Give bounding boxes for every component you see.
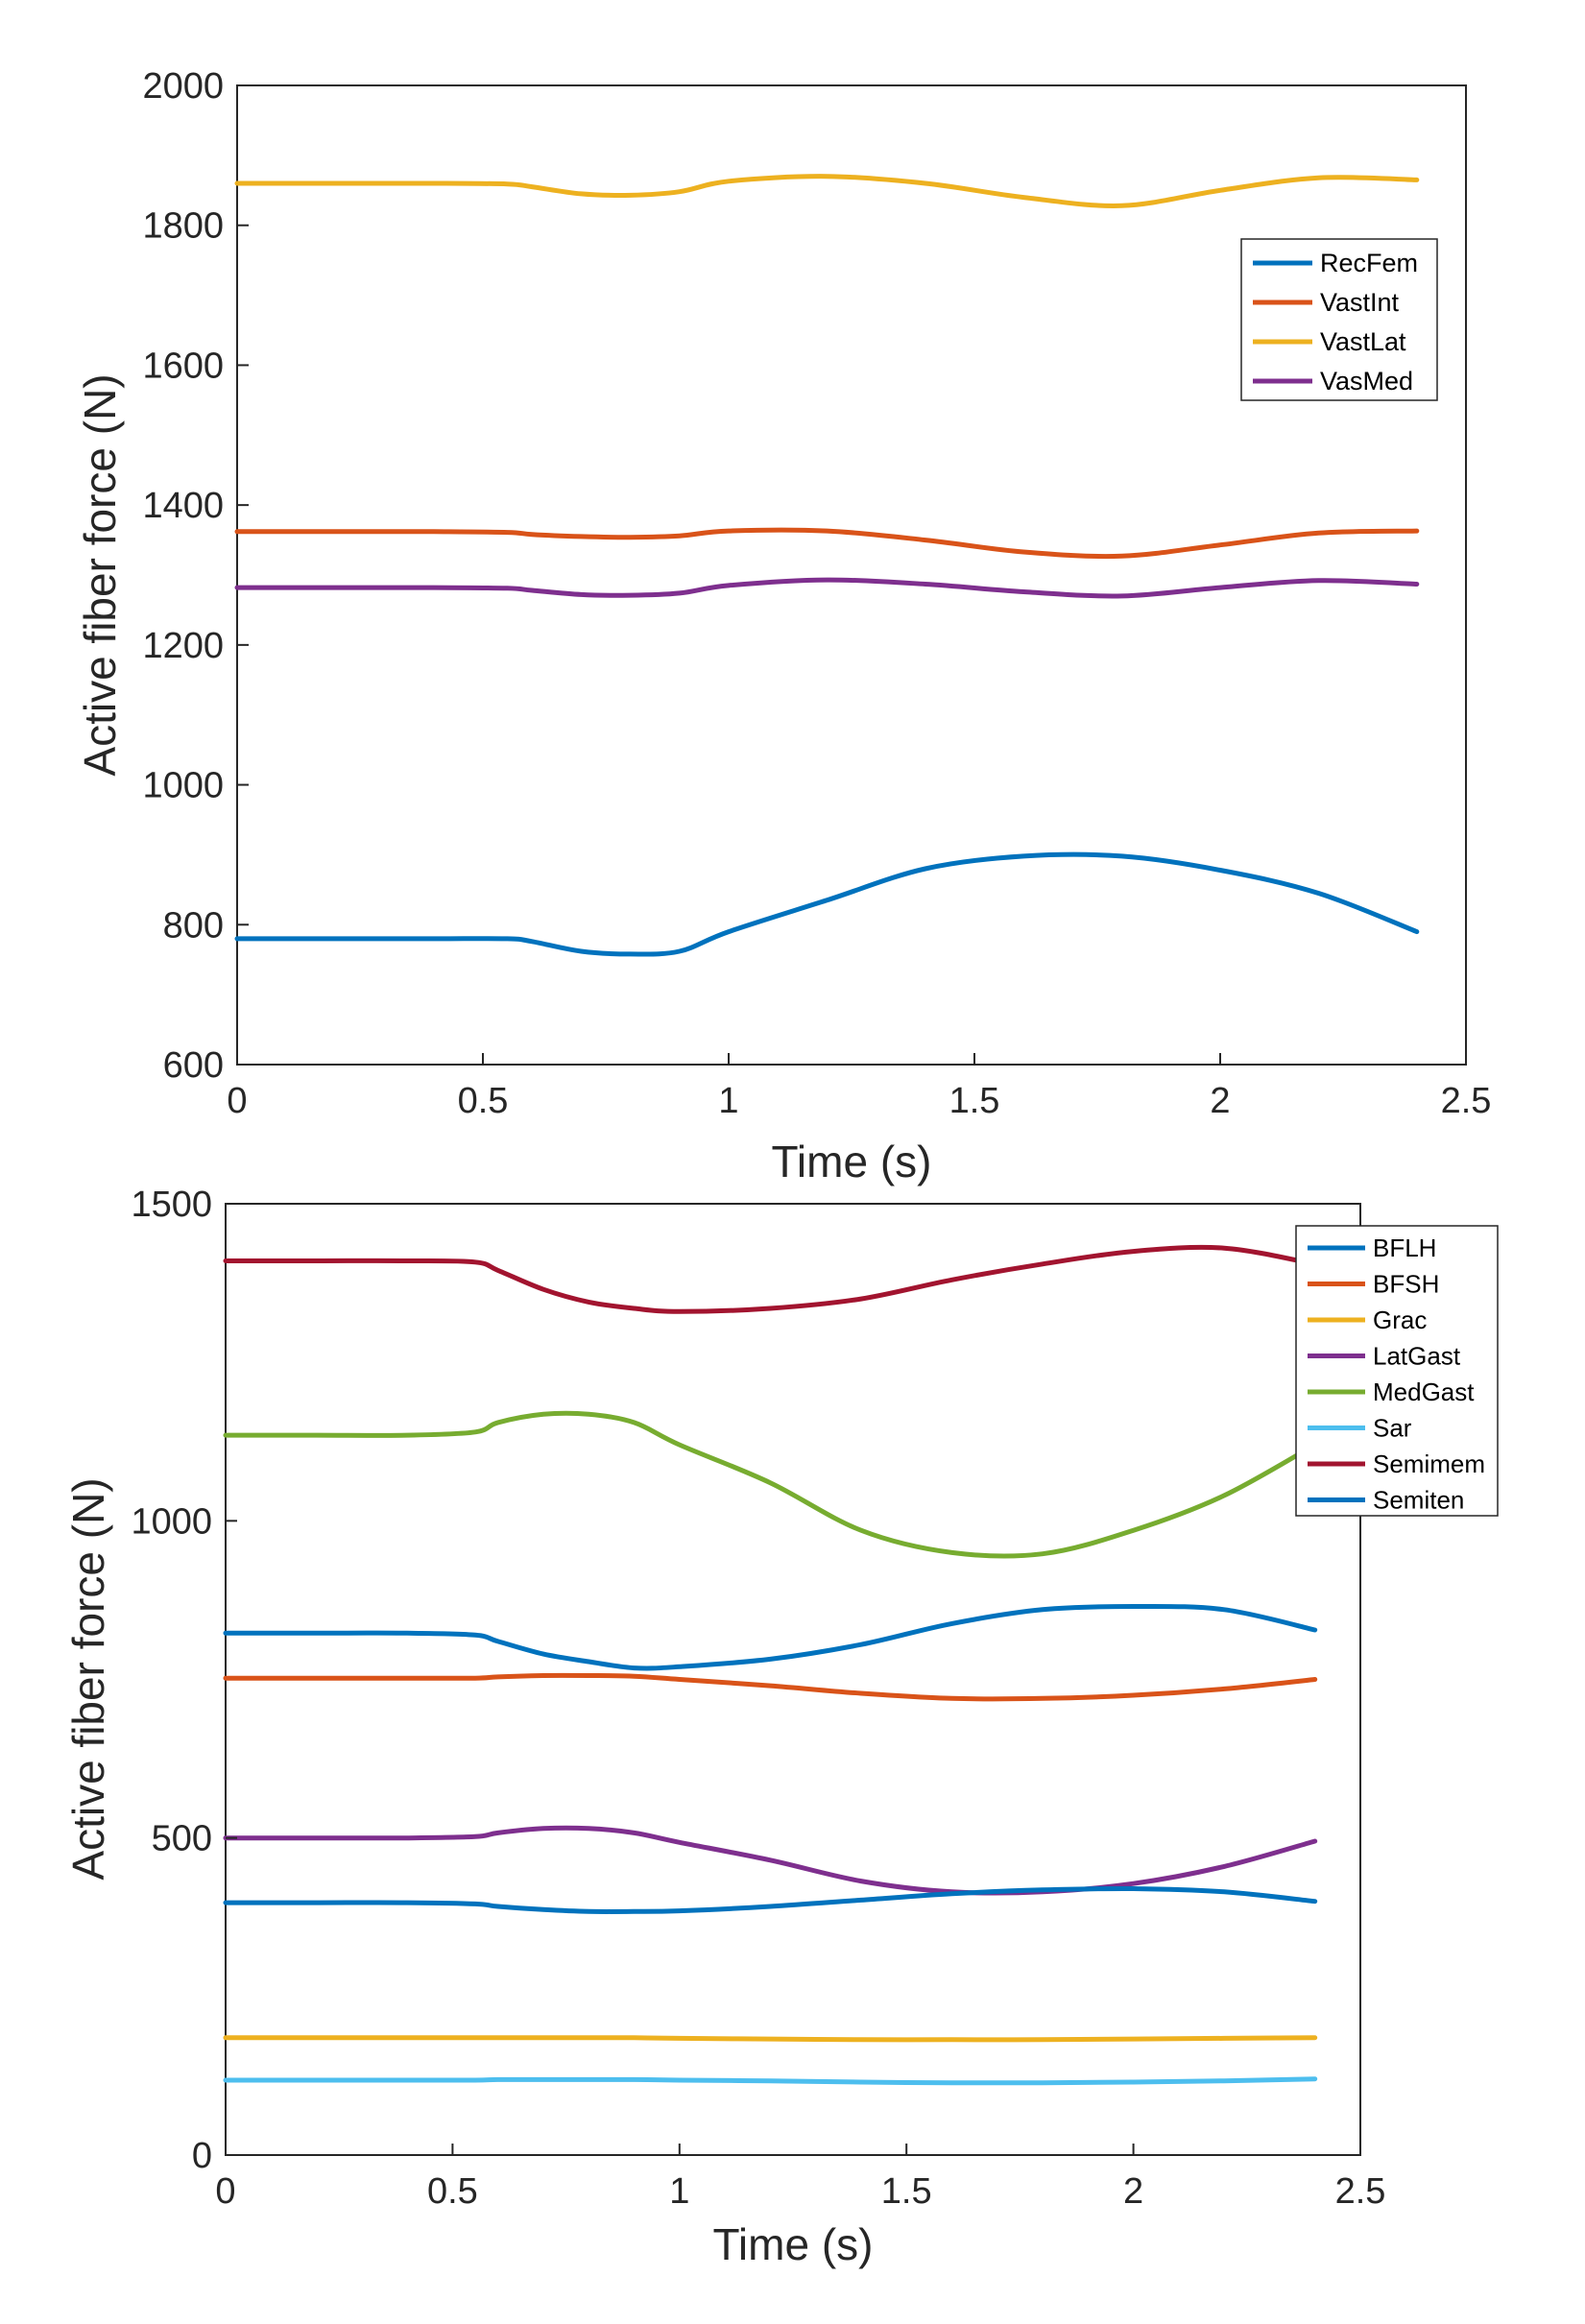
- bottom-chart-x-tick-label: 2.5: [1335, 2171, 1386, 2212]
- top-chart-legend-box: [1240, 238, 1438, 401]
- bottom-chart-x-tick-label: 0: [215, 2171, 235, 2212]
- top-chart-x-tick-label: 1.5: [949, 1081, 1000, 1121]
- top-chart-y-tick-label: 600: [163, 1045, 224, 1086]
- top-chart-y-tick-label: 2000: [142, 66, 224, 107]
- bottom-chart-y-tick-label: 0: [192, 2136, 212, 2176]
- top-chart-x-tick-label: 2.5: [1441, 1081, 1492, 1121]
- bottom-chart-legend: BFLH BFSH Grac LatGast MedGast Sar Semimem Semi…: [1295, 1225, 1499, 1517]
- series-line-recfem: [234, 851, 1420, 957]
- bottom-chart-x-tick-label: 0.5: [427, 2171, 478, 2212]
- legend-label-vastlat: VastLat: [1320, 327, 1406, 356]
- top-chart-x-ticks: 0 0.5 1 1.5 2 2.5: [227, 1053, 1491, 1121]
- series-line-bfsh: [223, 1672, 1318, 1702]
- series-line-grac: [223, 2035, 1318, 2043]
- top-chart-plot-area: [236, 84, 1467, 1066]
- series-line-semiten: [223, 1885, 1318, 1914]
- legend-label-bflh: BFLH: [1373, 1234, 1436, 1262]
- top-chart-y-axis-label: Active fiber force (N): [75, 373, 125, 776]
- bottom-chart-series-lines: [223, 1244, 1318, 2086]
- bottom-chart-legend-items: BFLH BFSH Grac LatGast MedGast Sar Semimem Semi…: [1308, 1234, 1485, 1515]
- bottom-chart: 0 0.5 1 1.5 2 2.5 0 500 1000 1500 Time (s) Activ…: [63, 1185, 1499, 2269]
- legend-label-sar: Sar: [1373, 1414, 1412, 1443]
- series-line-vastint: [234, 527, 1420, 560]
- legend-label-vastint: VastInt: [1320, 288, 1400, 317]
- top-chart-x-axis-label: Time (s): [772, 1137, 932, 1186]
- top-chart-legend: RecFem VastInt VastLat VasMed: [1240, 238, 1438, 401]
- bottom-chart-y-tick-label: 500: [152, 1819, 212, 1859]
- top-chart-y-tick-label: 1400: [142, 486, 224, 526]
- legend-label-vasmed: VasMed: [1320, 367, 1413, 395]
- bottom-chart-x-tick-label: 2: [1123, 2171, 1143, 2212]
- series-line-bflh: [223, 1603, 1318, 1671]
- series-line-vasmed: [234, 577, 1420, 599]
- bottom-chart-legend-box: [1295, 1225, 1499, 1517]
- bottom-chart-y-ticks: 0 500 1000 1500: [131, 1185, 237, 2176]
- bottom-chart-y-tick-label: 1000: [131, 1501, 212, 1542]
- series-line-medgast: [223, 1410, 1318, 1559]
- legend-label-medgast: MedGast: [1373, 1378, 1475, 1406]
- series-line-semimem: [223, 1244, 1318, 1314]
- bottom-chart-y-axis-label: Active fiber force (N): [63, 1477, 113, 1880]
- legend-label-grac: Grac: [1373, 1306, 1427, 1334]
- bottom-chart-y-tick-label: 1500: [131, 1185, 212, 1225]
- legend-label-latgast: LatGast: [1373, 1342, 1461, 1371]
- top-chart-series-lines: [234, 174, 1420, 957]
- series-line-sar: [223, 2076, 1318, 2086]
- legend-label-bfsh: BFSH: [1373, 1270, 1439, 1299]
- top-chart-y-tick-label: 1000: [142, 766, 224, 806]
- top-chart-y-tick-label: 1600: [142, 346, 224, 386]
- legend-label-semiten: Semiten: [1373, 1486, 1464, 1515]
- series-line-vastlat: [234, 174, 1420, 208]
- bottom-chart-x-tick-label: 1: [669, 2171, 689, 2212]
- top-chart: 0 0.5 1 1.5 2 2.5 600 800 1000 1200 1400 1600 1800 2…: [75, 66, 1491, 1186]
- top-chart-y-tick-label: 800: [163, 905, 224, 946]
- bottom-chart-x-ticks: 0 0.5 1 1.5 2 2.5: [215, 2144, 1385, 2212]
- top-chart-y-tick-label: 1200: [142, 626, 224, 666]
- bottom-chart-x-tick-label: 1.5: [881, 2171, 932, 2212]
- top-chart-x-tick-label: 0.5: [458, 1081, 509, 1121]
- top-chart-x-tick-label: 1: [718, 1081, 738, 1121]
- legend-label-semimem: Semimem: [1373, 1450, 1485, 1478]
- top-chart-y-tick-label: 1800: [142, 206, 224, 247]
- top-chart-legend-items: RecFem VastInt VastLat VasMed: [1253, 249, 1418, 395]
- top-chart-x-tick-label: 2: [1210, 1081, 1230, 1121]
- bottom-chart-x-axis-label: Time (s): [713, 2219, 874, 2269]
- top-chart-y-ticks: 600 800 1000 1200 1400 1600 1800 2000: [142, 66, 249, 1086]
- top-chart-x-tick-label: 0: [227, 1081, 247, 1121]
- legend-label-recfem: RecFem: [1320, 249, 1418, 277]
